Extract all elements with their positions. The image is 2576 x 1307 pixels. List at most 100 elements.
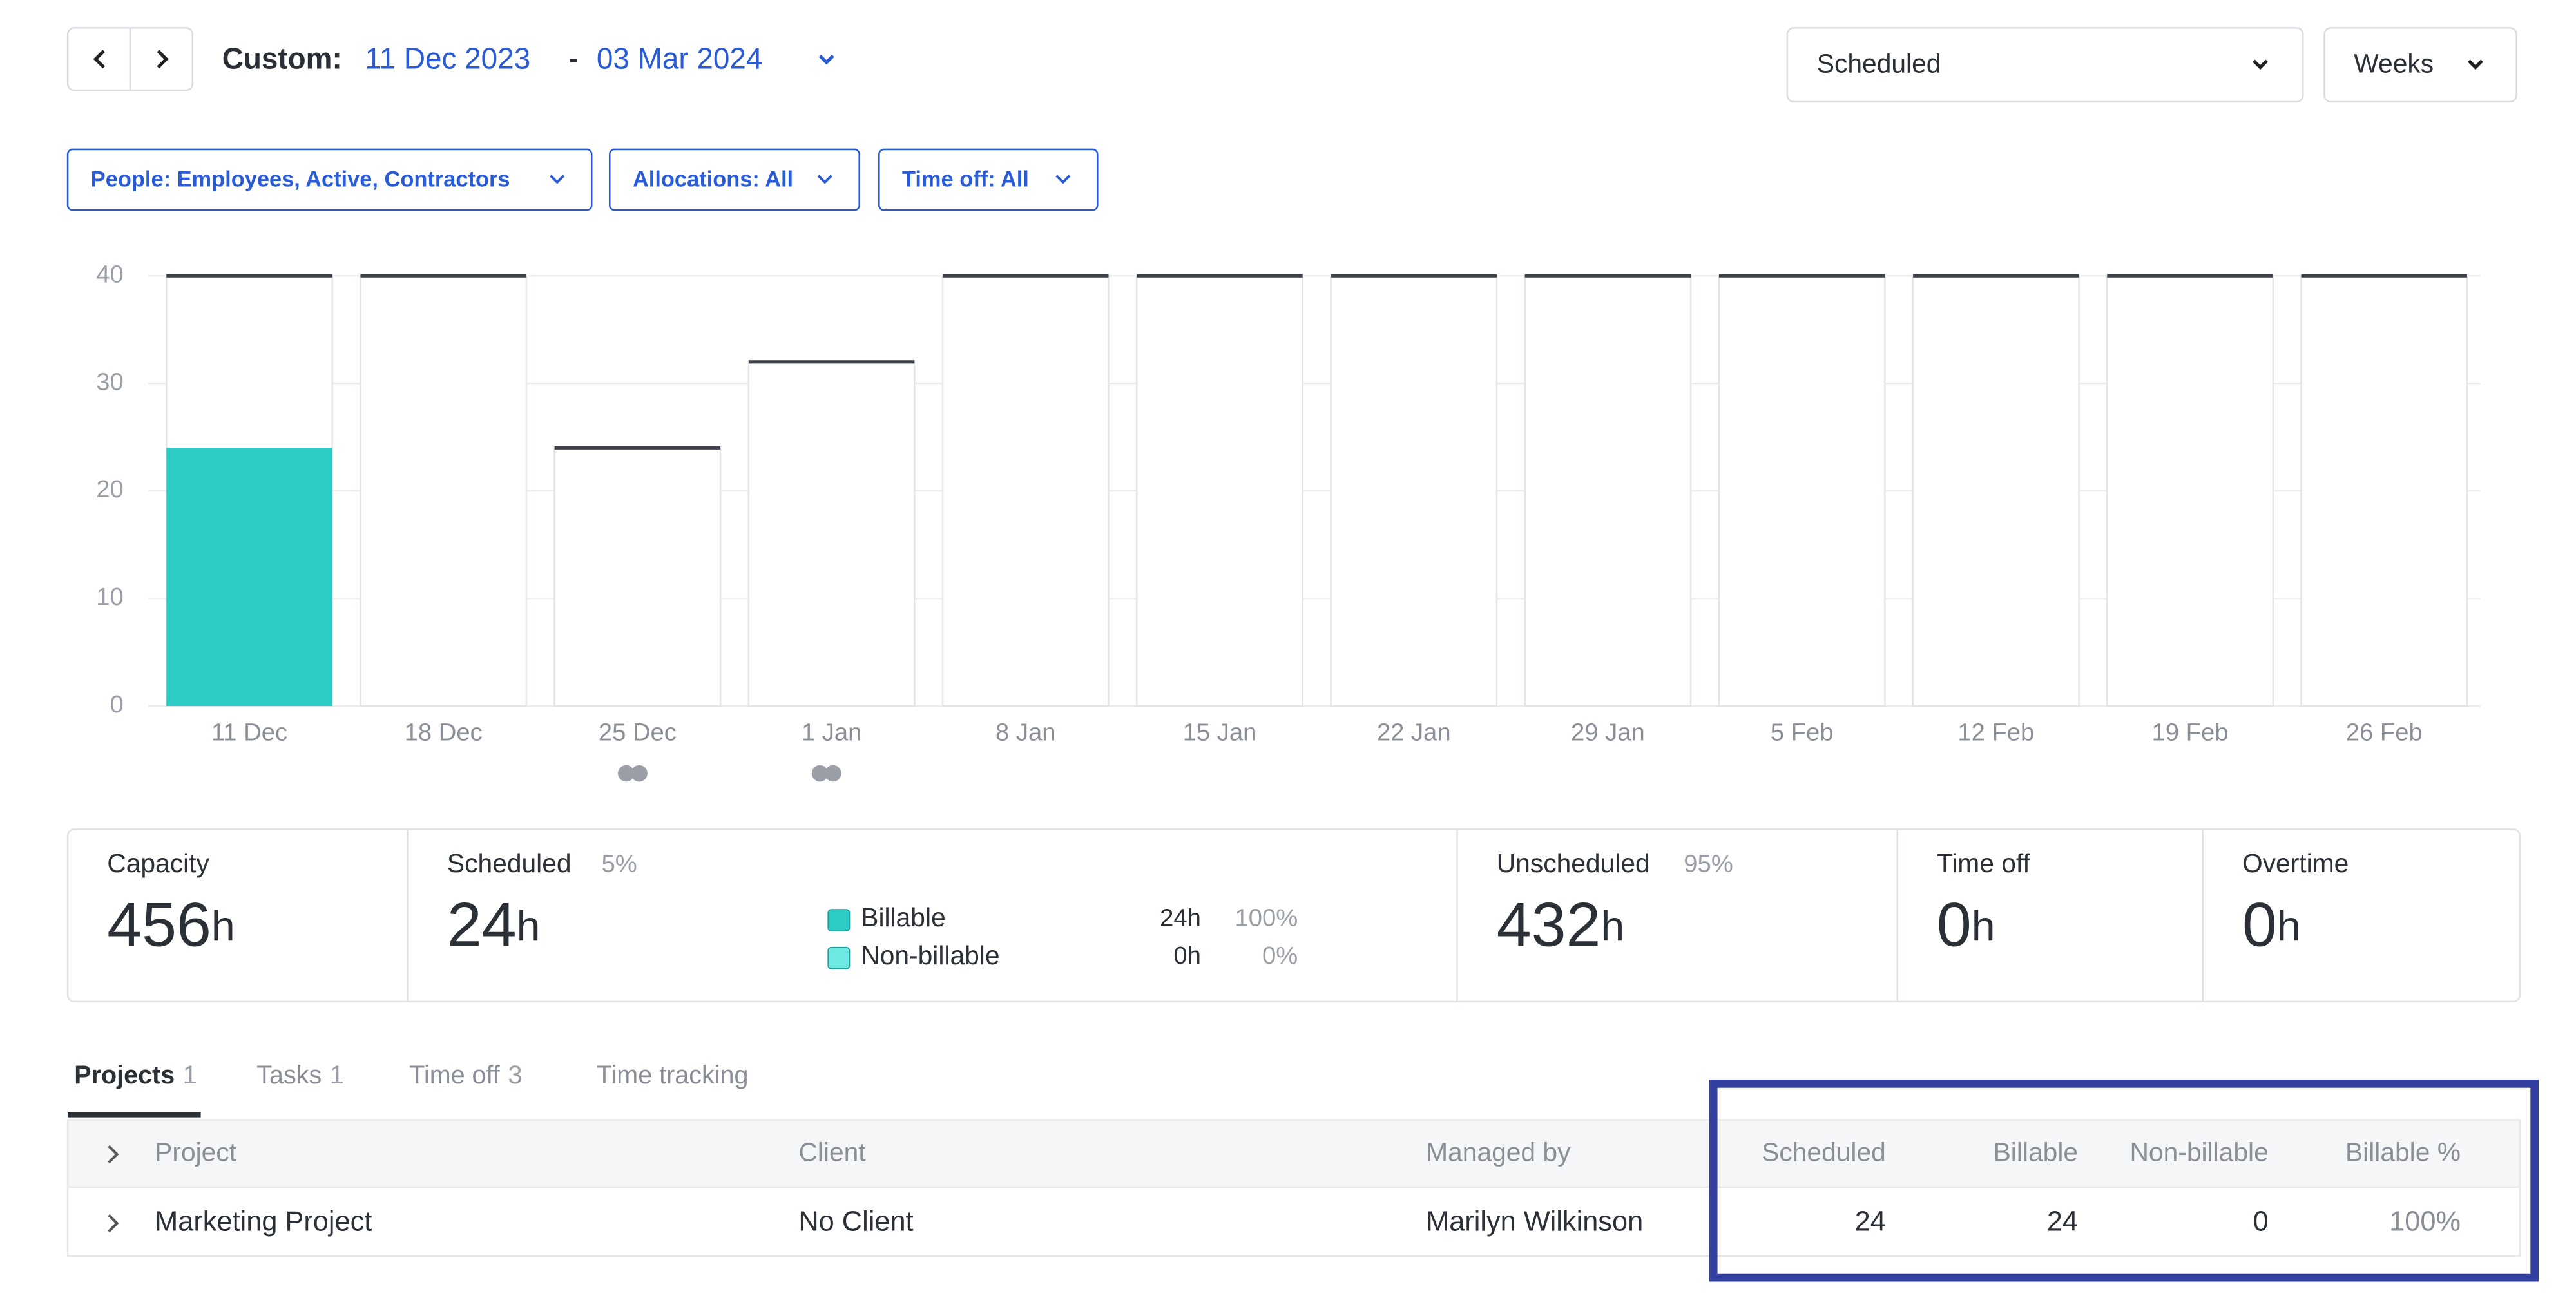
legend-hours: 0h xyxy=(1173,942,1201,969)
tab[interactable]: Tasks 1 xyxy=(256,1062,344,1090)
filter-button[interactable] xyxy=(608,148,860,211)
x-tick-label: 11 Dec xyxy=(211,718,287,746)
prev-button[interactable] xyxy=(93,50,105,69)
tab[interactable]: Time off 3 xyxy=(409,1062,522,1090)
tab-count: 3 xyxy=(508,1062,523,1090)
capacity-bar xyxy=(1912,274,2080,707)
table-cell: 100% xyxy=(2389,1206,2461,1237)
tab-label: Time off xyxy=(409,1062,501,1090)
column-header: Client xyxy=(798,1138,866,1167)
marker[interactable] xyxy=(811,765,829,782)
marker[interactable] xyxy=(618,765,635,782)
legend-swatch xyxy=(827,909,851,932)
filter-button[interactable] xyxy=(878,148,1099,211)
stat-percent: 95% xyxy=(1684,850,1733,877)
expand-all[interactable] xyxy=(108,1145,119,1164)
unit-value: Weeks xyxy=(2354,49,2434,79)
marker[interactable] xyxy=(631,765,648,782)
capacity-bar xyxy=(1718,274,1886,707)
capacity-bar xyxy=(2106,274,2274,707)
table-cell: Marilyn Wilkinson xyxy=(1426,1206,1643,1237)
legend-swatch xyxy=(827,946,851,969)
x-tick-label: 26 Feb xyxy=(2346,718,2423,746)
stat-label: Unscheduled xyxy=(1497,848,1650,878)
filter-label: People: Employees, Active, Contractors xyxy=(91,167,510,191)
end-date[interactable]: 03 Mar 2024 xyxy=(597,41,763,75)
legend-label: Non-billable xyxy=(861,940,999,970)
start-date[interactable]: 11 Dec 2023 xyxy=(365,41,530,75)
capacity-bar xyxy=(1330,274,1498,707)
date-separator: - xyxy=(569,41,579,75)
tab[interactable]: Projects 1 xyxy=(74,1062,197,1090)
capacity-bar xyxy=(1136,274,1304,707)
table-row[interactable] xyxy=(66,1186,2521,1257)
column-header: Managed by xyxy=(1426,1138,1571,1167)
billable-bar xyxy=(166,448,332,707)
y-tick-label: 20 xyxy=(96,475,124,503)
legend-label: Billable xyxy=(861,902,945,932)
filter-button[interactable] xyxy=(66,148,593,211)
stat-value: 0h xyxy=(1937,889,1995,959)
stat-number: 24 xyxy=(447,889,517,959)
chevron xyxy=(2253,59,2269,70)
capacity-bar xyxy=(553,447,722,707)
stat-value: 24h xyxy=(447,889,541,959)
stat-unit: h xyxy=(211,902,235,950)
range-label: Custom: xyxy=(222,41,342,75)
chevron xyxy=(2467,59,2483,70)
x-tick-label: 15 Jan xyxy=(1183,718,1257,746)
x-tick-label: 12 Feb xyxy=(1957,718,2034,746)
time-off-markers[interactable] xyxy=(618,765,841,782)
chevron xyxy=(817,175,832,184)
tab-label: Tasks xyxy=(256,1062,322,1090)
y-tick-label: 10 xyxy=(96,583,124,611)
table-header xyxy=(66,1119,2521,1188)
stat-label: Time off xyxy=(1937,848,2031,878)
next-button[interactable] xyxy=(157,50,169,69)
filter-label: Allocations: All xyxy=(633,167,793,191)
stat-unit: h xyxy=(1972,902,1995,950)
metric-value: Scheduled xyxy=(1817,49,1941,79)
unit-dropdown[interactable] xyxy=(2323,27,2517,103)
stat-unit: h xyxy=(1600,902,1624,950)
x-tick-label: 22 Jan xyxy=(1377,718,1451,746)
stat-value: 432h xyxy=(1497,889,1624,959)
stat-value: 0h xyxy=(2242,889,2301,959)
capacity-bar xyxy=(941,274,1110,707)
chevron xyxy=(550,175,565,184)
x-tick-label: 1 Jan xyxy=(802,718,862,746)
column-header: Non-billable xyxy=(2129,1138,2268,1167)
stat-unit: h xyxy=(2277,902,2301,950)
capacity-bar xyxy=(2300,274,2468,707)
marker[interactable] xyxy=(825,765,841,782)
column-header: Project xyxy=(155,1138,237,1167)
y-tick-label: 40 xyxy=(96,260,124,288)
tab-count: 1 xyxy=(183,1062,197,1090)
highlight-box xyxy=(1709,1079,2539,1282)
expand-row[interactable] xyxy=(108,1214,119,1233)
capacity-bar xyxy=(360,274,528,707)
tab[interactable]: Time tracking xyxy=(597,1062,749,1090)
date-chevron[interactable] xyxy=(818,54,834,65)
stat-unit: h xyxy=(517,902,541,950)
legend-percent: 0% xyxy=(1262,942,1298,969)
x-tick-label: 25 Dec xyxy=(599,718,677,746)
table-cell: 24 xyxy=(1855,1206,1886,1237)
metric-dropdown[interactable] xyxy=(1786,27,2304,103)
stat-value: 456h xyxy=(107,889,235,959)
table-cell: No Client xyxy=(798,1206,913,1237)
summary-panel xyxy=(66,828,2521,1003)
stat-number: 456 xyxy=(107,889,211,959)
column-header: Billable xyxy=(1994,1138,2078,1167)
x-tick-label: 8 Jan xyxy=(995,718,1056,746)
table-cell: Marketing Project xyxy=(155,1206,372,1237)
table-cell: 0 xyxy=(2253,1206,2269,1237)
x-tick-label: 18 Dec xyxy=(405,718,483,746)
column-header: Scheduled xyxy=(1762,1138,1886,1167)
capacity-bar xyxy=(1524,274,1692,707)
filter-label: Time off: All xyxy=(902,167,1029,191)
stat-label: Overtime xyxy=(2242,848,2349,878)
